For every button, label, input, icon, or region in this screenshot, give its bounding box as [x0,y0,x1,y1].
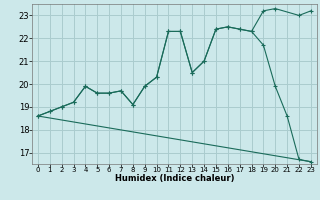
X-axis label: Humidex (Indice chaleur): Humidex (Indice chaleur) [115,174,234,183]
